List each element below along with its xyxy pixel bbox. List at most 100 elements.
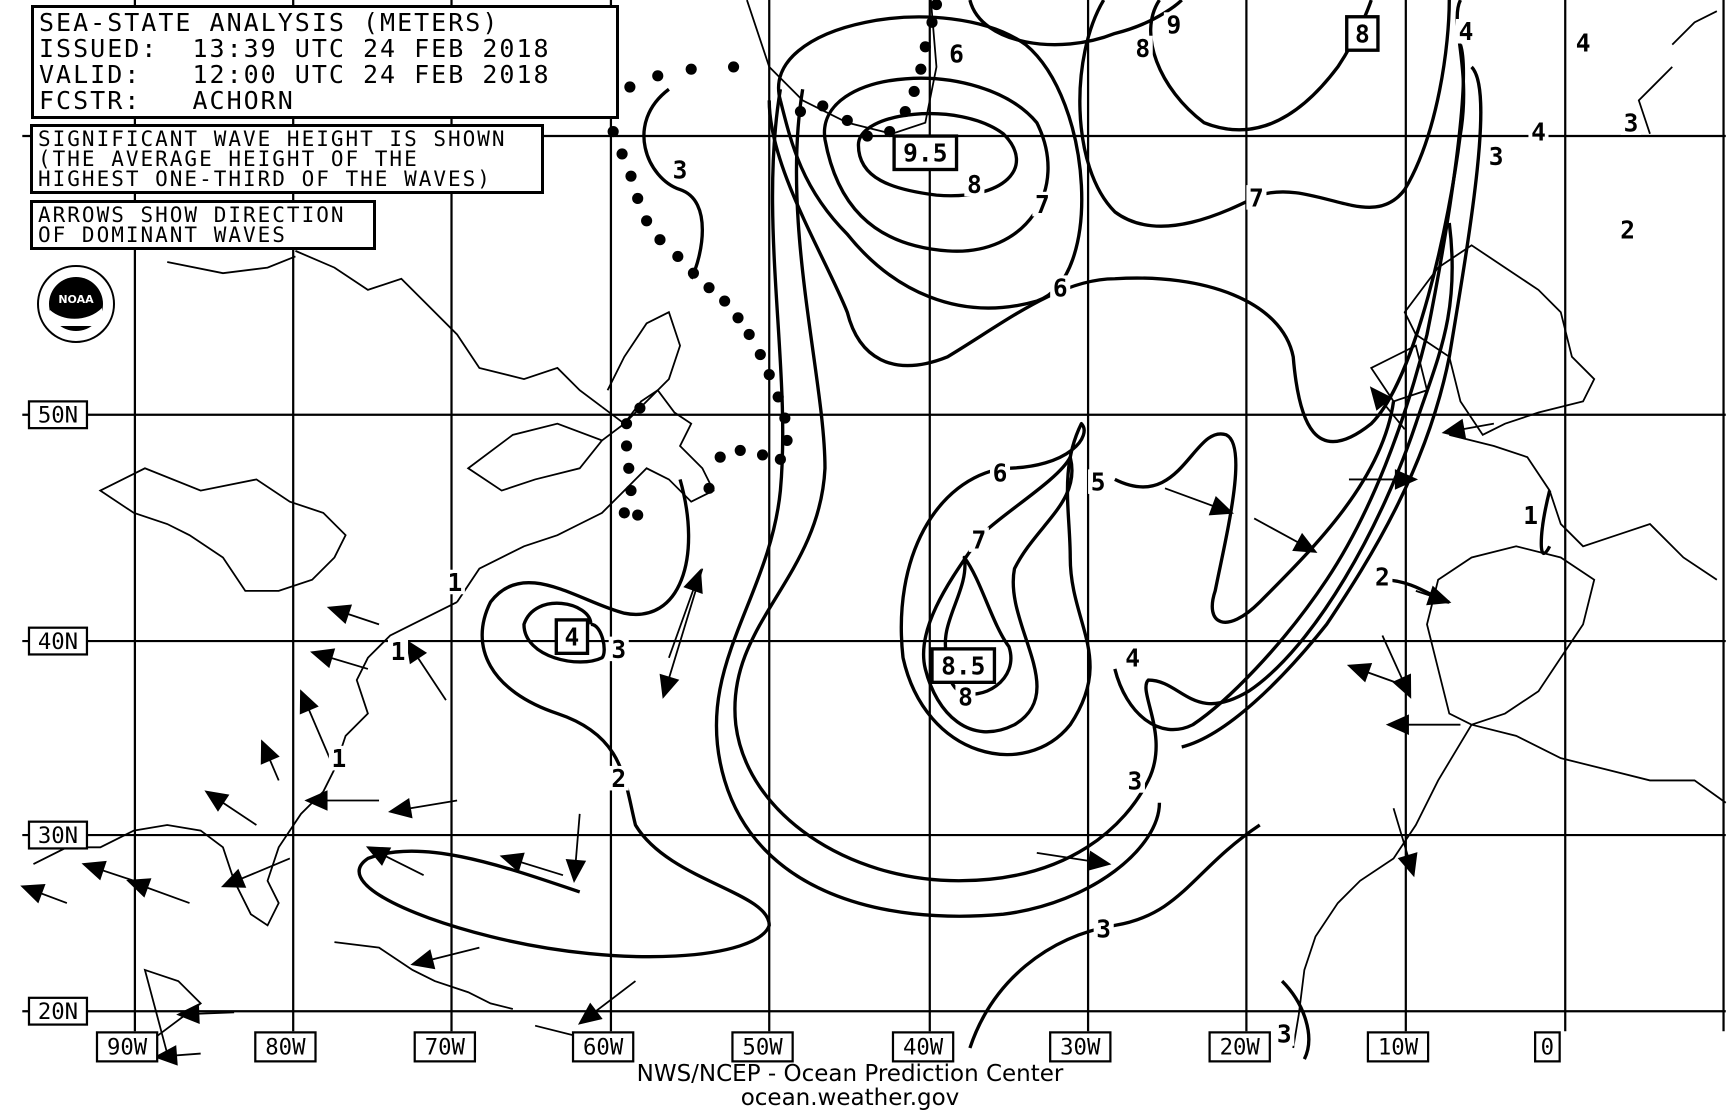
contour-label: 4 <box>1576 28 1591 57</box>
ice-edge-dot <box>618 507 630 519</box>
longitude-box <box>1208 1031 1271 1063</box>
ice-edge-dot <box>654 234 666 246</box>
ice-edge-dot <box>632 509 644 521</box>
credit-website[interactable]: ocean.weather.gov <box>740 1085 960 1111</box>
longitude-box <box>254 1031 317 1063</box>
ice-edge-dot <box>687 267 700 279</box>
ice-edge-dotted-line <box>607 0 943 521</box>
arrowhead <box>565 859 587 883</box>
ice-edge-dot <box>884 126 896 138</box>
contour-label: 9 <box>1167 10 1182 39</box>
arrowhead <box>326 604 353 625</box>
ice-edge-dot <box>703 482 715 494</box>
contour-label: 3 <box>673 155 688 184</box>
longitude-label: 0 <box>1541 1035 1554 1061</box>
arrowhead <box>1346 663 1373 683</box>
chart-title: SEA-STATE ANALYSIS (METERS) <box>39 8 500 37</box>
longitude-label: 10W <box>1378 1035 1419 1061</box>
ice-edge-dot <box>625 484 637 497</box>
contour-label-bg <box>968 527 989 552</box>
note-line: HIGHEST ONE-THIRD OF THE WAVES) <box>38 167 492 191</box>
arrowhead <box>410 949 436 970</box>
arrowhead <box>405 639 428 665</box>
longitude-label: 80W <box>265 1035 306 1061</box>
noaa-logo: NOAA <box>37 265 115 343</box>
arrowhead <box>1385 714 1409 735</box>
contour-label-bg <box>1246 185 1267 210</box>
latitude-box <box>27 400 89 430</box>
latitude-label: 50N <box>38 403 78 429</box>
contour-label: 1 <box>1523 501 1538 530</box>
maximum-label: 4 <box>565 623 580 652</box>
contour-label-bg <box>1032 191 1053 217</box>
ice-edge-dot <box>919 41 931 53</box>
longitude-label: 40W <box>903 1035 944 1061</box>
contour-label-bg <box>1486 143 1507 169</box>
valid-line: VALID: 12:00 UTC 24 FEB 2018 <box>39 62 611 88</box>
arrowhead <box>176 1003 200 1024</box>
arrowhead <box>81 860 107 881</box>
ice-edge-dot <box>727 61 740 73</box>
contour-label-bg <box>1620 110 1642 135</box>
longitude-label: 70W <box>425 1035 466 1061</box>
ice-edge-dot <box>685 63 697 75</box>
arrowhead <box>304 790 328 811</box>
longitude-label: 90W <box>107 1035 148 1061</box>
contour-label-bg <box>444 569 465 595</box>
arrowhead <box>1208 495 1234 516</box>
svg-text:NOAA: NOAA <box>58 293 94 306</box>
ice-edge-dot <box>926 16 938 28</box>
ice-edge-dot <box>652 70 664 82</box>
contour-label: 5 <box>1091 468 1106 497</box>
ice-edge-dot <box>607 126 619 138</box>
forecaster-label: FCSTR: <box>39 86 142 115</box>
maximum-label: 9.5 <box>903 139 947 168</box>
valid-label: VALID: <box>39 60 142 89</box>
ice-edge-dot <box>625 170 637 182</box>
ice-edge-dot <box>817 100 829 112</box>
ice-edge-dot <box>734 444 746 457</box>
contour-label-bg <box>946 41 967 66</box>
arrowhead <box>659 673 680 699</box>
arrowhead <box>204 790 230 812</box>
contour-label-bg <box>1573 30 1594 55</box>
arrowhead <box>1397 852 1418 878</box>
maxima-labels: 8 9.5 8.5 4 <box>554 15 1380 684</box>
contour-label: 3 <box>1096 915 1111 944</box>
ice-edge-dot <box>754 348 766 361</box>
arrowhead <box>1441 418 1467 440</box>
contour-label-bg <box>387 638 409 664</box>
issued-line: ISSUED: 13:39 UTC 24 FEB 2018 <box>39 36 611 62</box>
contour-label: 4 <box>1531 118 1546 147</box>
contour-label-bg <box>1455 18 1477 44</box>
contour-label: 3 <box>1277 1019 1292 1048</box>
contour-label-bg <box>989 460 1011 485</box>
contour-label: 7 <box>1249 183 1264 212</box>
dominant-wave-arrows <box>20 386 1495 1066</box>
ice-edge-dot <box>624 81 636 93</box>
ice-edge-dot <box>841 114 853 127</box>
ice-edge-dot <box>719 295 731 307</box>
contour-label: 1 <box>391 637 406 666</box>
contour-label: 2 <box>611 764 626 793</box>
ice-edge-dot <box>779 412 791 424</box>
latitude-label: 30N <box>38 823 78 849</box>
ice-edge-dot <box>763 369 775 381</box>
issued-time: 13:39 UTC 24 FEB 2018 <box>192 34 551 63</box>
latitude-box <box>27 996 89 1026</box>
contour-label: 3 <box>1624 109 1639 138</box>
ice-edge-dot <box>743 328 755 341</box>
contour-label: 7 <box>1035 190 1050 219</box>
arrowhead <box>1369 386 1393 411</box>
contour-label-bg <box>1528 119 1549 144</box>
ice-edge-dot <box>915 63 927 75</box>
arrowhead <box>20 884 46 904</box>
arrowhead <box>388 798 413 819</box>
maximum-box <box>554 618 590 656</box>
contour-label-bg <box>608 765 629 791</box>
longitude-label: 50W <box>742 1035 783 1061</box>
arrowhead <box>1086 850 1112 872</box>
maximum-box <box>1345 15 1380 52</box>
latitude-box <box>27 820 89 850</box>
